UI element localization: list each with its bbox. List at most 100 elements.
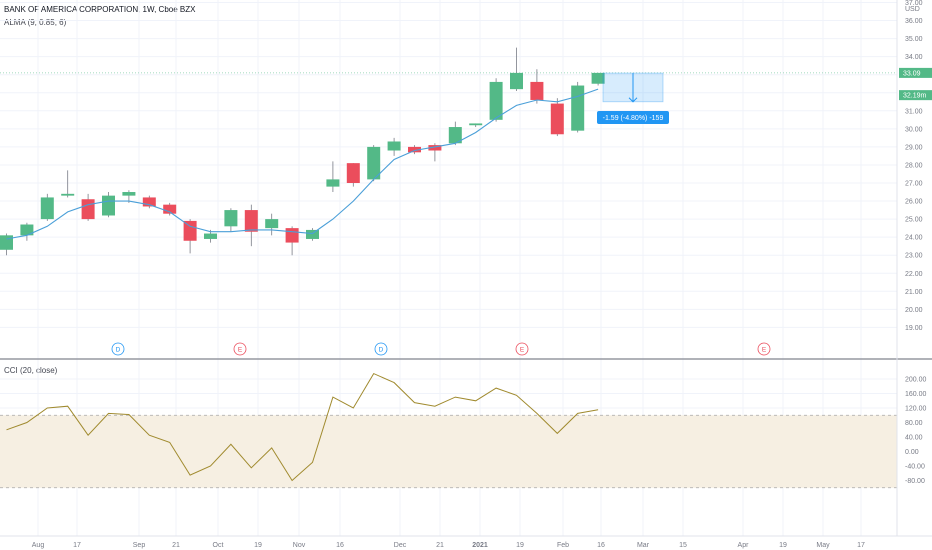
cci-line bbox=[6, 372, 599, 482]
candle-body bbox=[40, 197, 54, 220]
cci-tick-label: 200.00 bbox=[905, 377, 927, 384]
price-tick-label: 23.00 bbox=[905, 253, 923, 260]
candle-body bbox=[428, 145, 442, 151]
event-label: D bbox=[116, 347, 121, 354]
time-tick-label: 21 bbox=[436, 542, 444, 549]
candle-body bbox=[448, 127, 462, 144]
candle-body bbox=[387, 141, 401, 151]
time-tick-label: 15 bbox=[679, 542, 687, 549]
candle-body bbox=[163, 204, 177, 214]
time-tick-label: Aug bbox=[32, 542, 45, 549]
price-tick-label: 36.00 bbox=[905, 18, 923, 25]
time-tick-label: 19 bbox=[779, 542, 787, 549]
time-tick-label: Dec bbox=[394, 542, 407, 549]
price-tick-label: 37.00 bbox=[905, 0, 923, 7]
time-tick-label: May bbox=[816, 542, 830, 549]
candle-body bbox=[142, 197, 156, 207]
price-tick-label: 30.00 bbox=[905, 126, 923, 133]
candle-body bbox=[408, 146, 421, 153]
cci-band bbox=[0, 415, 897, 488]
time-tick-label: 17 bbox=[73, 542, 81, 549]
time-tick-label: 19 bbox=[254, 542, 262, 549]
price-tick-label: 19.00 bbox=[905, 325, 923, 332]
candle-body bbox=[0, 235, 13, 250]
cci-indicator-title: CCI (20, close) bbox=[4, 366, 58, 375]
candle-body bbox=[20, 224, 34, 236]
time-tick-label: Mar bbox=[637, 542, 650, 549]
candle-body bbox=[469, 123, 483, 126]
price-tick-label: 28.00 bbox=[905, 162, 923, 169]
price-tick-label: 20.00 bbox=[905, 307, 923, 314]
candle-body bbox=[244, 210, 258, 232]
candle-body bbox=[102, 195, 115, 216]
candle-body bbox=[550, 103, 564, 135]
candle-body bbox=[346, 163, 360, 183]
time-tick-label: 21 bbox=[172, 542, 180, 549]
price-tick-label: 29.00 bbox=[905, 144, 923, 151]
cci-tick-label: 80.00 bbox=[905, 420, 923, 427]
candle-body bbox=[265, 219, 279, 229]
event-label: E bbox=[238, 347, 243, 354]
cci-tick-label: 0.00 bbox=[905, 449, 919, 456]
alma-line bbox=[6, 88, 599, 240]
time-tick-label: Sep bbox=[133, 542, 146, 549]
cci-tick-label: 120.00 bbox=[905, 406, 927, 413]
earnings-marker bbox=[233, 342, 247, 356]
time-tick-label: 16 bbox=[336, 542, 344, 549]
price-tick-label: 21.00 bbox=[905, 289, 923, 296]
price-tick-label: 27.00 bbox=[905, 181, 923, 188]
candle-body bbox=[306, 229, 319, 239]
price-tick-label: 25.00 bbox=[905, 217, 923, 224]
time-tick-label: Oct bbox=[213, 542, 224, 549]
earnings-marker bbox=[515, 342, 529, 356]
candle-body bbox=[122, 192, 136, 196]
event-label: E bbox=[520, 347, 525, 354]
price-axis-unit: USD bbox=[905, 6, 920, 13]
cci-tick-label: 160.00 bbox=[905, 391, 927, 398]
time-tick-label: 16 bbox=[597, 542, 605, 549]
event-label: E bbox=[762, 347, 767, 354]
price-tick-label: 24.00 bbox=[905, 235, 923, 242]
candle-body bbox=[326, 179, 340, 187]
candle-body bbox=[61, 193, 75, 196]
symbol-title: BANK OF AMERICA CORPORATION, 1W, Cboe BZ… bbox=[4, 5, 196, 14]
time-tick-label: 17 bbox=[857, 542, 865, 549]
last-price-label: 33.09 bbox=[903, 70, 921, 77]
cci-tick-label: 40.00 bbox=[905, 435, 923, 442]
candle-body bbox=[285, 228, 299, 243]
cci-tick-label: -40.00 bbox=[905, 464, 925, 471]
price-tick-label: 35.00 bbox=[905, 36, 923, 43]
alma-indicator-title: ALMA (9, 0.85, 6) bbox=[4, 18, 67, 27]
cci-tick-label: -80.00 bbox=[905, 478, 925, 485]
alma-label: 32.19m bbox=[903, 93, 927, 100]
time-tick-label: Apr bbox=[738, 542, 750, 549]
candle-body bbox=[183, 220, 197, 241]
measure-label-bg bbox=[597, 111, 669, 124]
dividend-marker bbox=[111, 342, 125, 356]
candle-body bbox=[530, 81, 544, 100]
candle-body bbox=[571, 85, 585, 131]
measure-label: -1.59 (-4.80%) -159 bbox=[603, 115, 664, 122]
earnings-marker bbox=[757, 342, 771, 356]
last-price-badge bbox=[899, 67, 932, 78]
candle-body bbox=[224, 210, 238, 227]
price-tick-label: 34.00 bbox=[905, 54, 923, 61]
price-tick-label: 26.00 bbox=[905, 199, 923, 206]
candle-body bbox=[204, 233, 217, 239]
time-tick-label: 19 bbox=[516, 542, 524, 549]
measure-arrow-head bbox=[628, 97, 638, 103]
time-tick-label: Nov bbox=[293, 542, 306, 549]
candle-body bbox=[81, 199, 95, 220]
price-tick-label: 31.00 bbox=[905, 108, 923, 115]
candle-body bbox=[489, 81, 503, 120]
price-tick-label: 22.00 bbox=[905, 271, 923, 278]
dividend-marker bbox=[374, 342, 388, 356]
candle-body bbox=[510, 72, 523, 90]
candle-body bbox=[367, 146, 381, 180]
time-tick-label: 2021 bbox=[472, 542, 488, 549]
time-tick-label: Feb bbox=[557, 542, 569, 549]
candle-body bbox=[591, 72, 605, 84]
event-label: D bbox=[379, 347, 384, 354]
alma-badge bbox=[899, 90, 932, 101]
